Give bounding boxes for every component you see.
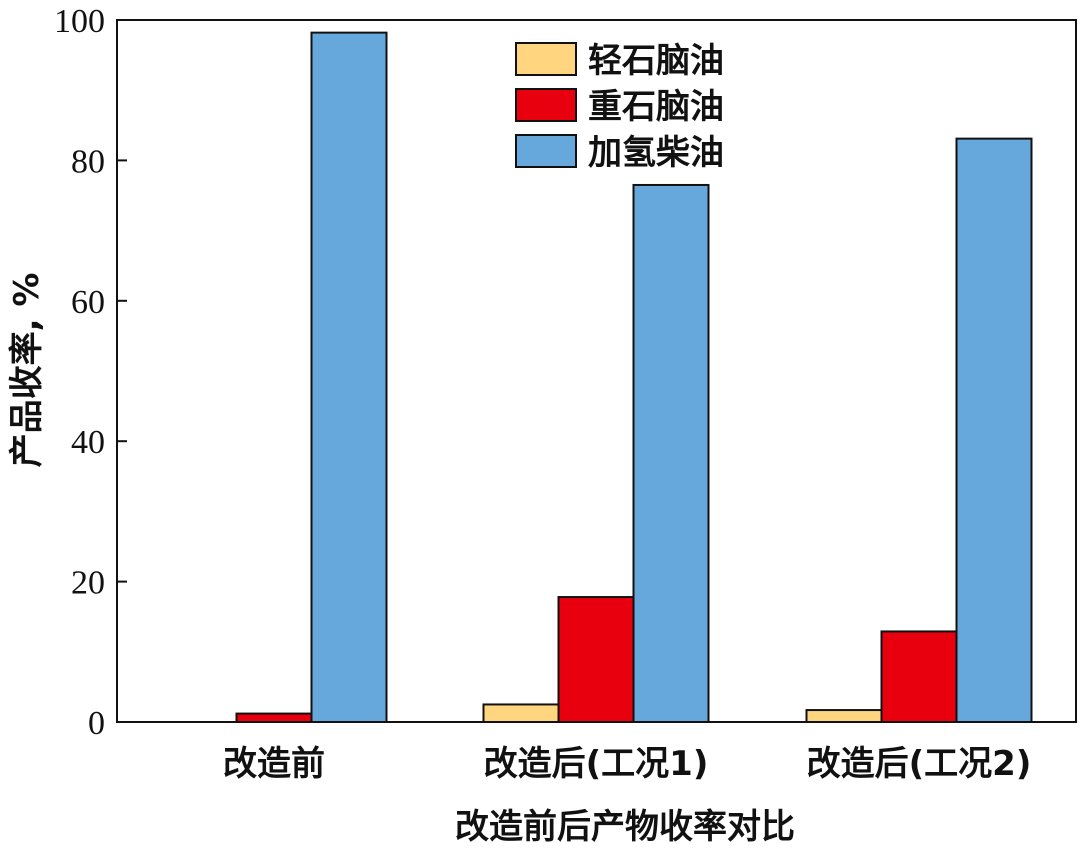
bar-3-2 — [632, 183, 710, 724]
x-tick-label: 改造前 — [223, 744, 325, 784]
legend-label: 重石脑油 — [588, 87, 724, 127]
x-tick-label: 改造后(工况1) — [484, 744, 709, 784]
y-tick-label: 60 — [71, 284, 105, 321]
legend-label: 加氢柴油 — [588, 133, 724, 173]
y-tick-label: 40 — [71, 424, 105, 461]
y-tick-label: 20 — [71, 565, 105, 602]
bar-3-1 — [310, 31, 388, 724]
x-axis-label: 改造前后产物收率对比 — [455, 807, 795, 847]
legend-swatch — [515, 88, 577, 122]
bar-2-2 — [557, 596, 635, 724]
x-tick-label: 改造后(工况2) — [807, 744, 1032, 784]
y-axis-label: 产品收率, % — [7, 273, 47, 468]
y-tick-label: 80 — [71, 143, 105, 180]
bar-1-2 — [482, 703, 560, 724]
y-tick-label: 100 — [54, 3, 105, 40]
bar-1-3 — [805, 709, 883, 723]
x-axis-ticks: 改造前 改造后(工况1) 改造后(工况2) — [223, 744, 1031, 784]
y-tick-label: 0 — [88, 705, 105, 742]
legend-label: 轻石脑油 — [588, 41, 724, 81]
bar-3-3 — [955, 137, 1033, 723]
legend-swatch — [515, 134, 577, 168]
legend-swatch — [515, 42, 577, 76]
bars-group — [235, 31, 1033, 724]
bar-2-1 — [235, 712, 313, 723]
bar-2-3 — [880, 630, 958, 724]
y-axis-ticks: 0 20 40 60 80 100 — [54, 3, 127, 742]
